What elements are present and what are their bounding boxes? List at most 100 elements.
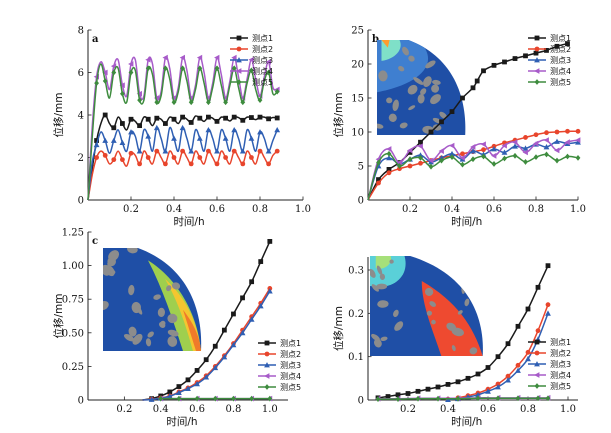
- data-point: [522, 149, 528, 156]
- data-point: [544, 151, 549, 158]
- inset-particle: [449, 258, 462, 262]
- data-point: [575, 137, 581, 144]
- data-point: [435, 395, 441, 402]
- data-point: [470, 85, 476, 91]
- y-axis-label: 位移/mm: [52, 294, 65, 339]
- data-point: [525, 355, 531, 362]
- inset-particle: [451, 56, 457, 66]
- y-tick-label: 25: [351, 26, 364, 37]
- data-point: [176, 395, 182, 402]
- data-point: [495, 384, 501, 390]
- data-point: [188, 120, 194, 125]
- inset-particle: [377, 300, 389, 308]
- legend-label: 测点3: [550, 360, 571, 369]
- data-point: [554, 129, 560, 135]
- data-point: [418, 160, 423, 166]
- data-point: [120, 90, 125, 97]
- data-point: [94, 80, 99, 87]
- data-point: [240, 295, 245, 301]
- inset-particle: [380, 336, 388, 342]
- inset-particle: [153, 294, 161, 300]
- x-tick-label: 0.2: [123, 204, 139, 215]
- inset-particle: [439, 111, 448, 119]
- inset-particle: [446, 322, 457, 331]
- inset-particle: [451, 345, 456, 352]
- y-tick-label: 0.50: [62, 328, 84, 339]
- inset-particle: [447, 58, 453, 65]
- data-point: [240, 99, 246, 106]
- data-point: [167, 389, 173, 395]
- data-point: [231, 114, 237, 120]
- chart-panel-d: 00.10.20.30.20.40.60.81.0时间/h位移/mmd测点1测点…: [332, 256, 578, 428]
- inset-zone: [421, 281, 483, 356]
- data-point: [102, 69, 108, 76]
- data-point: [214, 161, 220, 167]
- series-1: [87, 112, 280, 201]
- data-point: [515, 395, 521, 402]
- data-point: [455, 379, 461, 385]
- data-point: [439, 157, 444, 164]
- data-point: [188, 148, 195, 154]
- data-point: [102, 152, 108, 158]
- data-point: [180, 114, 185, 120]
- data-point: [274, 88, 280, 95]
- data-point: [221, 327, 227, 333]
- data-point: [575, 154, 581, 161]
- data-point: [240, 117, 246, 123]
- data-point: [428, 129, 434, 135]
- y-tick-label: 20: [351, 60, 364, 71]
- inset-particle: [128, 326, 137, 337]
- data-point: [438, 154, 445, 161]
- data-point: [145, 116, 151, 122]
- data-point: [395, 396, 401, 403]
- inset-particle: [157, 307, 166, 317]
- data-point: [533, 50, 539, 56]
- data-point: [480, 141, 486, 148]
- series-line: [87, 126, 278, 201]
- legend-marker: [534, 68, 540, 74]
- data-point: [386, 146, 392, 152]
- data-point: [485, 388, 491, 394]
- inset-particle: [128, 284, 135, 296]
- data-point: [385, 394, 391, 399]
- data-point: [171, 95, 177, 101]
- data-point: [386, 154, 392, 161]
- data-point: [475, 371, 481, 377]
- legend-label: 测点1: [252, 34, 273, 43]
- data-point: [180, 148, 186, 154]
- inset-particle: [469, 295, 478, 300]
- series-5: [367, 150, 581, 201]
- data-point: [94, 155, 99, 160]
- legend-marker: [534, 350, 540, 356]
- data-point: [166, 393, 173, 399]
- data-point: [274, 115, 280, 121]
- inset-particle: [123, 333, 135, 342]
- legend-label: 测点5: [550, 382, 571, 391]
- data-point: [554, 157, 560, 164]
- legend-marker: [236, 68, 242, 74]
- legend-label: 测点4: [550, 371, 571, 380]
- inset-particle: [167, 336, 178, 347]
- inset-model: [370, 256, 483, 356]
- x-tick-label: 0.2: [402, 204, 418, 215]
- data-point: [505, 373, 511, 379]
- inset-particle: [424, 287, 434, 296]
- inset-particle: [430, 94, 441, 105]
- data-point: [525, 306, 531, 312]
- inset-particle: [127, 248, 138, 254]
- inset-particle: [378, 70, 388, 82]
- data-point: [386, 170, 392, 176]
- data-point: [212, 364, 219, 371]
- data-point: [485, 365, 491, 370]
- inset-particle: [135, 304, 143, 315]
- data-point: [111, 125, 117, 131]
- inset-zone: [183, 309, 201, 351]
- legend-label: 测点4: [252, 67, 273, 76]
- legend-marker: [534, 339, 540, 345]
- inset-particle: [402, 46, 409, 56]
- data-point: [417, 152, 424, 158]
- data-point: [405, 391, 411, 396]
- y-tick-label: 4: [78, 111, 84, 122]
- inset-particle: [408, 55, 415, 62]
- data-point: [231, 148, 237, 154]
